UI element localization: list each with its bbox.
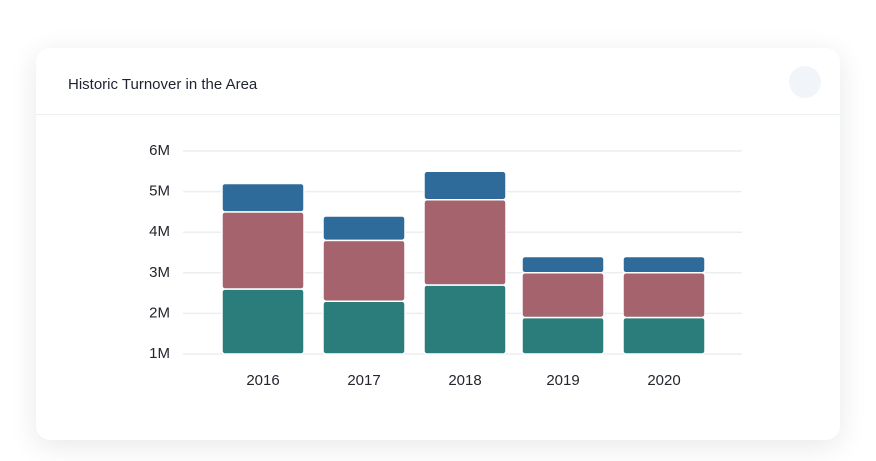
bar-segment [521,255,605,274]
bar-segment [622,255,706,274]
bar-segment [622,272,706,319]
x-tick-label: 2017 [347,372,380,389]
x-tick-label: 2019 [546,372,579,389]
bar-segment [322,215,406,242]
y-tick-label: 1M [149,345,170,362]
x-tick-label: 2016 [246,372,279,389]
x-tick-label: 2020 [647,372,680,389]
menu-button[interactable] [789,66,821,98]
bar-segment [423,170,507,201]
y-tick-label: 5M [149,183,170,200]
bar-segment [423,198,507,286]
bar-segment [521,272,605,319]
bar-segment [322,239,406,302]
bar-segment [221,211,305,290]
y-tick-label: 3M [149,264,170,281]
chart-title: Historic Turnover in the Area [68,76,258,93]
bar-segment [521,316,605,355]
y-tick-label: 6M [149,142,170,159]
card-header: Historic Turnover in the Area [36,48,840,115]
bar-segment [221,182,305,213]
bar-segment [423,284,507,355]
bar-segment [221,288,305,355]
bar-segment [322,300,406,355]
y-tick-label: 2M [149,304,170,321]
bar-segment [622,316,706,355]
y-tick-label: 4M [149,223,170,240]
x-tick-label: 2018 [448,372,481,389]
